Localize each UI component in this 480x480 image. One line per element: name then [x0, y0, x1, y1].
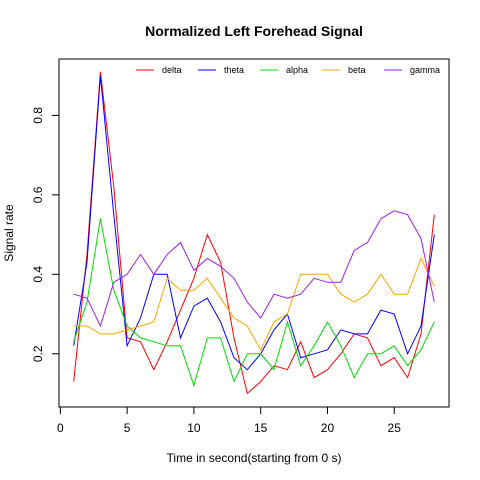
legend-label-beta: beta [348, 65, 366, 75]
legend-label-alpha: alpha [286, 65, 308, 75]
x-tick-label: 0 [57, 421, 64, 435]
legend-label-gamma: gamma [410, 65, 440, 75]
x-axis: 0 5 10 15 20 25 [57, 407, 401, 435]
x-tick-label: 15 [254, 421, 268, 435]
x-tick-label: 10 [187, 421, 201, 435]
y-axis-label: Signal rate [2, 204, 16, 262]
series-lines [74, 72, 435, 394]
x-tick-label: 25 [388, 421, 402, 435]
x-axis-label: Time in second(starting from 0 s) [167, 451, 342, 465]
legend-label-delta: delta [162, 65, 182, 75]
legend-label-theta: theta [224, 65, 244, 75]
chart-title: Normalized Left Forehead Signal [145, 23, 363, 39]
y-axis: 0.2 0.4 0.6 0.8 [31, 107, 59, 362]
y-tick-label: 0.2 [31, 345, 45, 362]
x-tick-label: 20 [321, 421, 335, 435]
y-tick-label: 0.6 [31, 186, 45, 203]
series-line-alpha [74, 219, 435, 386]
legend: delta theta alpha beta gamma [136, 65, 440, 75]
series-line-theta [74, 76, 435, 370]
x-tick-label: 5 [124, 421, 131, 435]
series-line-beta [74, 258, 435, 349]
y-tick-label: 0.8 [31, 107, 45, 124]
y-tick-label: 0.4 [31, 266, 45, 283]
series-line-gamma [74, 211, 435, 326]
